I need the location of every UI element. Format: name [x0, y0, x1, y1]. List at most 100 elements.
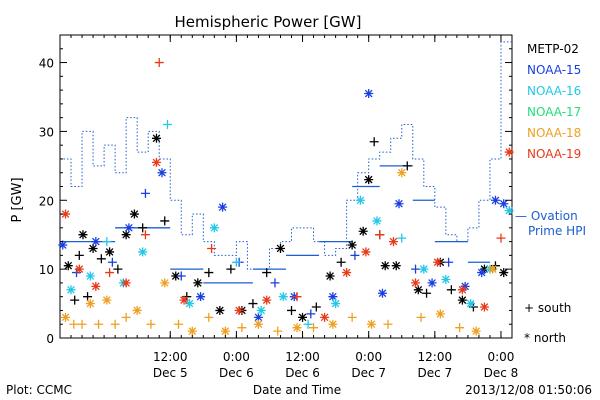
legend-entry: NOAA-15 — [527, 63, 581, 77]
marker-shape — [140, 230, 150, 240]
data-point-south — [204, 312, 214, 322]
marker-shape — [422, 288, 432, 298]
marker-shape — [96, 254, 106, 264]
marker-shape — [433, 257, 443, 267]
marker-shape — [411, 264, 421, 274]
data-point-south — [455, 323, 465, 333]
marker-shape — [455, 323, 465, 333]
footer-plot-credit: Plot: CCMC — [6, 383, 72, 397]
data-point-north — [413, 285, 423, 295]
marker-shape — [102, 237, 112, 247]
marker-shape — [273, 326, 283, 336]
data-point-north — [61, 312, 71, 322]
data-point-north — [366, 319, 376, 329]
marker-shape — [91, 237, 101, 247]
marker-shape — [320, 312, 330, 322]
footer-timestamp: 2013/12/08 01:50:06 — [465, 383, 592, 397]
data-point-north — [372, 216, 382, 226]
data-point-north — [499, 199, 509, 209]
data-point-north — [132, 305, 142, 315]
marker-shape — [74, 264, 84, 274]
data-point-north — [63, 261, 73, 271]
data-point-south — [444, 257, 454, 267]
marker-shape — [61, 209, 71, 219]
marker-shape — [298, 312, 308, 322]
marker-shape — [446, 285, 456, 295]
data-point-north — [193, 278, 203, 288]
data-point-north — [160, 278, 170, 288]
data-point-north — [380, 261, 390, 271]
marker-shape — [377, 288, 387, 298]
data-point-south — [207, 243, 217, 253]
marker-shape — [457, 295, 467, 305]
marker-shape — [303, 319, 313, 329]
marker-shape — [278, 292, 288, 302]
marker-shape — [185, 299, 195, 309]
marker-shape — [287, 305, 297, 315]
marker-shape — [207, 243, 217, 253]
data-point-south — [113, 264, 123, 274]
marker-shape — [262, 295, 272, 305]
marker-shape — [490, 195, 500, 205]
data-point-south — [174, 319, 184, 329]
marker-shape — [196, 292, 206, 302]
y-tick-label: 30 — [39, 125, 54, 139]
data-point-north — [209, 223, 219, 233]
marker-shape — [102, 295, 112, 305]
marker-shape — [328, 292, 338, 302]
data-point-south — [138, 223, 148, 233]
data-point-south — [248, 299, 258, 309]
data-point-north — [262, 295, 272, 305]
marker-shape — [270, 278, 280, 288]
marker-shape — [248, 299, 258, 309]
marker-shape — [226, 264, 236, 274]
data-point-north — [58, 240, 68, 250]
marker-shape — [121, 278, 131, 288]
data-point-north — [433, 257, 443, 267]
data-point-south — [226, 264, 236, 274]
marker-shape — [504, 147, 514, 157]
marker-shape — [292, 292, 302, 302]
marker-shape — [256, 305, 266, 315]
legend-entry: METP-02 — [527, 42, 579, 56]
marker-shape — [325, 271, 335, 281]
marker-shape — [413, 285, 423, 295]
data-point-north — [218, 202, 228, 212]
marker-shape — [358, 226, 368, 236]
marker-shape — [375, 230, 385, 240]
data-point-south — [110, 319, 120, 329]
marker-shape — [124, 223, 134, 233]
marker-shape — [309, 323, 319, 333]
x-tick-date: Dec 7 — [351, 366, 386, 380]
marker-shape — [121, 230, 131, 240]
data-point-north — [355, 195, 365, 205]
data-point-south — [140, 230, 150, 240]
marker-shape — [91, 281, 101, 291]
marker-shape — [74, 250, 84, 260]
marker-shape — [83, 292, 93, 302]
marker-shape — [209, 223, 219, 233]
data-point-south — [270, 278, 280, 288]
y-tick-label: 10 — [39, 263, 54, 277]
data-point-north — [179, 295, 189, 305]
marker-shape — [220, 326, 230, 336]
marker-shape — [380, 261, 390, 271]
data-point-north — [504, 147, 514, 157]
data-point-south — [140, 188, 150, 198]
data-point-north — [105, 247, 115, 257]
data-point-north — [187, 326, 197, 336]
data-point-south — [160, 216, 170, 226]
marker-shape — [306, 309, 316, 319]
data-point-south — [411, 264, 421, 274]
data-point-north — [88, 243, 98, 253]
data-point-north — [388, 237, 398, 247]
marker-shape — [234, 305, 244, 315]
data-point-north — [196, 292, 206, 302]
marker-shape — [107, 257, 117, 267]
data-point-north — [419, 264, 429, 274]
marker-shape — [140, 188, 150, 198]
data-point-north — [66, 285, 76, 295]
marker-shape — [499, 268, 509, 278]
data-point-north — [85, 299, 95, 309]
